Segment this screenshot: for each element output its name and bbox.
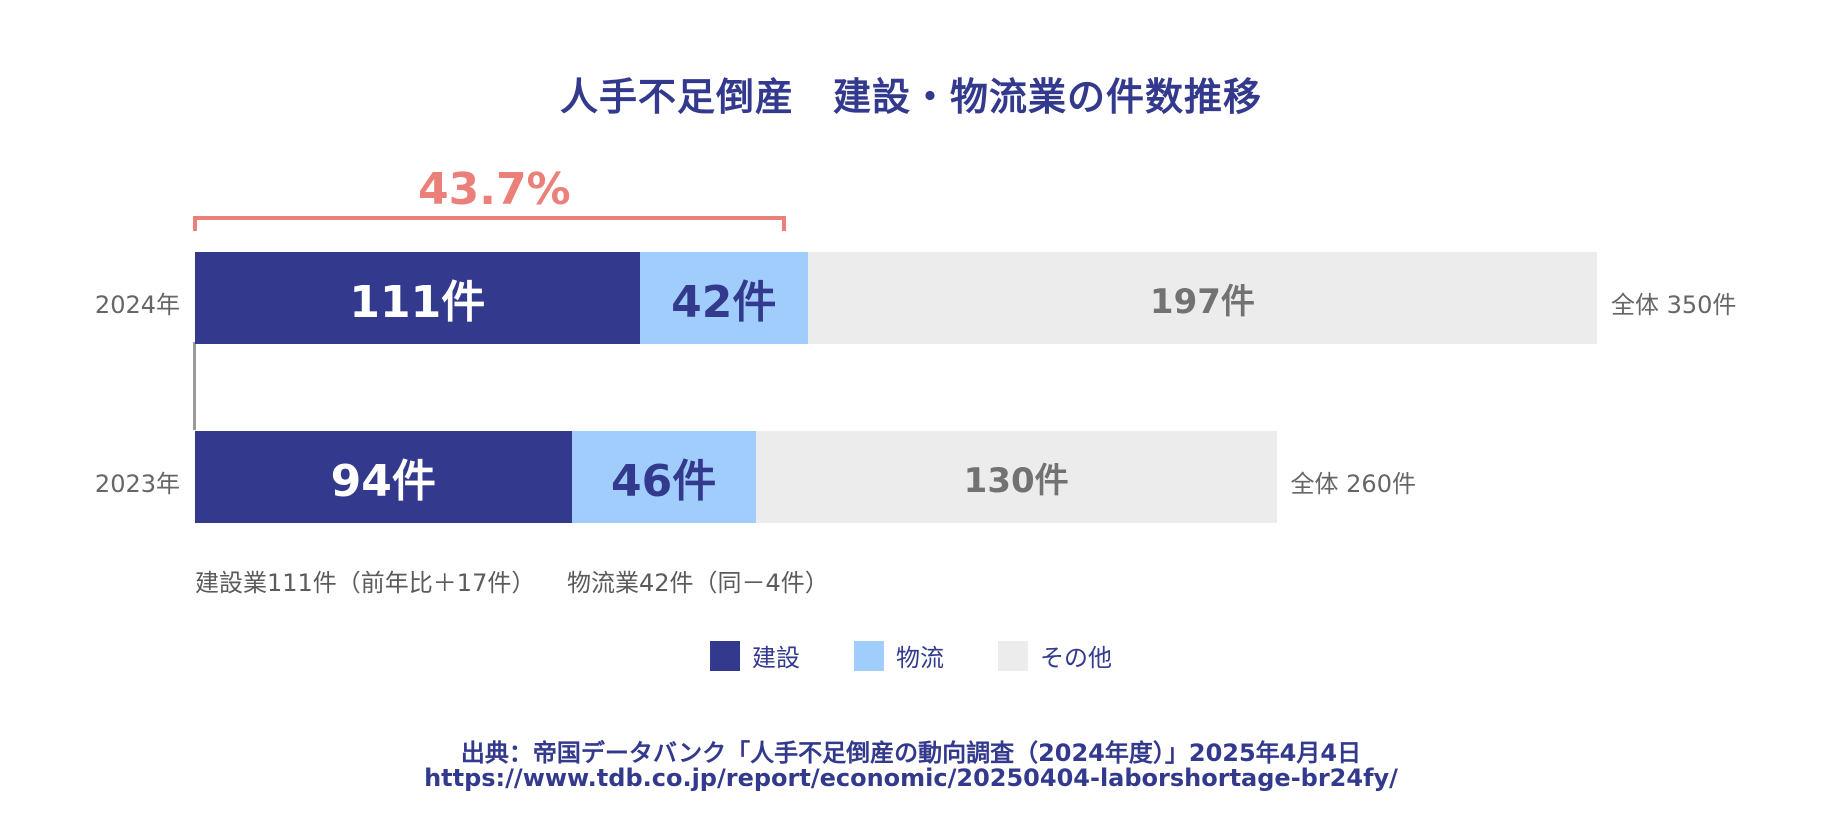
data-label: 94件	[330, 456, 436, 507]
legend-swatch-construction	[710, 640, 740, 671]
highlight-percent: 43.7%	[418, 164, 571, 215]
bar-construction-2023: 94件	[195, 431, 572, 523]
legend-item-other: その他	[998, 638, 1112, 673]
bar-row-2024: 111件 42件 197件	[195, 252, 1597, 344]
note-logistics: 物流業42件（同－4件）	[567, 569, 829, 597]
legend-label-construction: 建設	[752, 644, 800, 672]
data-label: 111件	[349, 277, 486, 328]
source-citation: 出典：帝国データバンク「人手不足倒産の動向調査（2024年度）」2025年4月4…	[460, 739, 1362, 767]
legend-label-other: その他	[1040, 644, 1112, 672]
bar-row-2023: 94件 46件 130件	[195, 431, 1277, 523]
total-label-2023: 全体 260件	[1290, 470, 1416, 498]
highlight-bracket	[193, 216, 786, 231]
bar-other-2024: 197件	[807, 252, 1597, 344]
legend-swatch-other	[998, 640, 1028, 671]
legend-swatch-logistics	[854, 640, 884, 671]
bar-logistics-2023: 46件	[571, 431, 756, 523]
legend-label-logistics: 物流	[896, 644, 944, 672]
legend-item-construction: 建設	[710, 638, 800, 673]
source-url: https://www.tdb.co.jp/report/economic/20…	[424, 764, 1398, 792]
data-label: 197件	[1149, 281, 1255, 322]
data-label: 46件	[611, 456, 717, 507]
note-construction: 建設業111件（前年比＋17件）	[195, 569, 536, 597]
data-label: 130件	[963, 460, 1069, 501]
row-connector-line	[193, 342, 196, 430]
chart-title: 人手不足倒産 建設・物流業の件数推移	[559, 75, 1262, 119]
data-label: 42件	[671, 277, 777, 328]
legend: 建設 物流 その他	[0, 638, 1822, 673]
legend-item-logistics: 物流	[854, 638, 944, 673]
bar-construction-2024: 111件	[195, 252, 640, 344]
bar-logistics-2024: 42件	[639, 252, 808, 344]
year-label-2023: 2023年	[94, 470, 180, 498]
total-label-2024: 全体 350件	[1611, 291, 1737, 319]
bar-other-2023: 130件	[755, 431, 1277, 523]
year-label-2024: 2024年	[94, 291, 180, 319]
